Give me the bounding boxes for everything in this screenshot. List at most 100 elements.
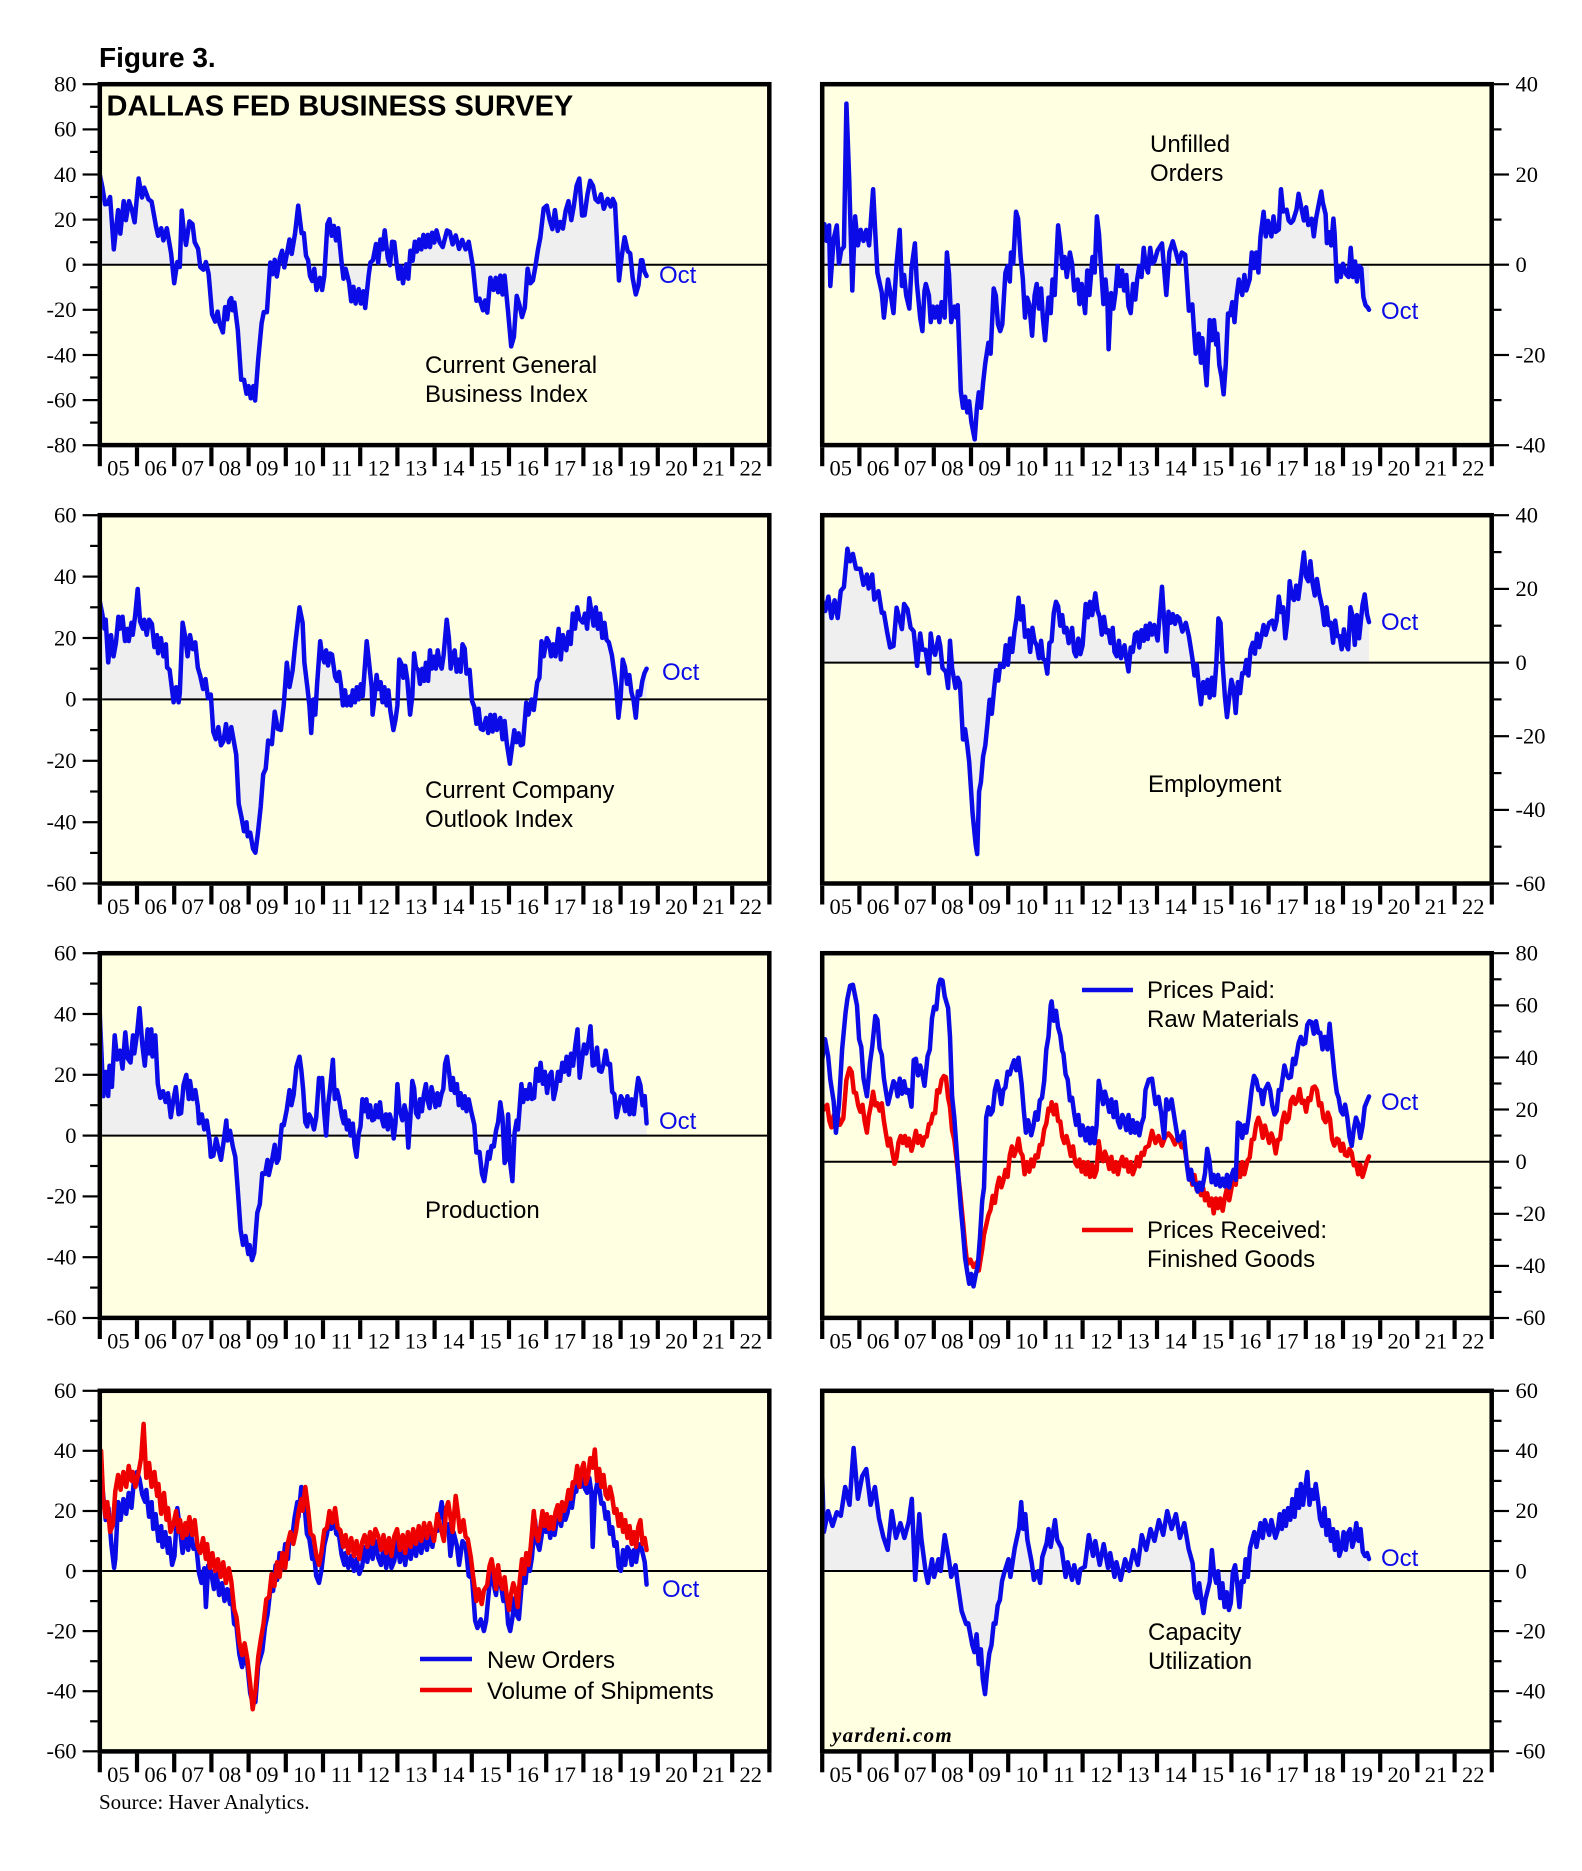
svg-text:12: 12: [1090, 1762, 1113, 1787]
svg-text:21: 21: [1425, 456, 1448, 481]
svg-text:20: 20: [665, 1329, 688, 1354]
svg-text:08: 08: [219, 1762, 242, 1787]
svg-text:-20: -20: [1516, 342, 1546, 367]
svg-text:yardeni.com: yardeni.com: [829, 1723, 953, 1747]
svg-text:17: 17: [554, 456, 577, 481]
svg-text:05: 05: [830, 456, 853, 481]
svg-text:06: 06: [867, 894, 890, 919]
svg-text:21: 21: [702, 1329, 725, 1354]
svg-text:07: 07: [182, 456, 205, 481]
svg-text:19: 19: [628, 1762, 651, 1787]
svg-text:40: 40: [54, 1001, 77, 1026]
svg-text:20: 20: [665, 894, 688, 919]
svg-text:20: 20: [1388, 1762, 1411, 1787]
svg-text:07: 07: [904, 1762, 927, 1787]
svg-text:-40: -40: [1516, 433, 1546, 458]
svg-text:06: 06: [144, 1762, 167, 1787]
svg-text:40: 40: [1516, 1045, 1539, 1070]
svg-text:07: 07: [904, 1329, 927, 1354]
svg-text:-40: -40: [1516, 1253, 1546, 1278]
svg-text:11: 11: [1053, 1329, 1075, 1354]
svg-text:09: 09: [978, 1762, 1001, 1787]
svg-text:07: 07: [182, 1329, 205, 1354]
svg-text:08: 08: [941, 894, 964, 919]
svg-text:20: 20: [1516, 1498, 1539, 1523]
svg-text:-60: -60: [1516, 1305, 1546, 1330]
svg-text:15: 15: [479, 456, 502, 481]
svg-text:17: 17: [1276, 894, 1299, 919]
svg-text:12: 12: [368, 1329, 391, 1354]
svg-text:13: 13: [405, 894, 428, 919]
svg-text:10: 10: [293, 1762, 316, 1787]
svg-text:10: 10: [1016, 1329, 1039, 1354]
svg-text:08: 08: [941, 456, 964, 481]
svg-text:Volume of Shipments: Volume of Shipments: [487, 1678, 714, 1705]
svg-text:DALLAS FED BUSINESS SURVEY: DALLAS FED BUSINESS SURVEY: [107, 91, 574, 123]
svg-text:18: 18: [1313, 894, 1336, 919]
svg-text:Orders: Orders: [1150, 160, 1223, 187]
svg-text:19: 19: [1350, 456, 1373, 481]
svg-text:11: 11: [1053, 1762, 1075, 1787]
svg-text:05: 05: [107, 1762, 130, 1787]
svg-text:22: 22: [1462, 456, 1485, 481]
svg-text:12: 12: [1090, 1329, 1113, 1354]
svg-text:16: 16: [516, 894, 539, 919]
svg-text:12: 12: [368, 456, 391, 481]
svg-text:Figure 3.: Figure 3.: [99, 42, 216, 73]
svg-text:09: 09: [978, 456, 1001, 481]
svg-text:15: 15: [1202, 1329, 1225, 1354]
svg-text:06: 06: [144, 1329, 167, 1354]
svg-text:15: 15: [479, 894, 502, 919]
svg-text:Oct: Oct: [659, 262, 697, 289]
svg-text:18: 18: [1313, 1329, 1336, 1354]
svg-text:21: 21: [1425, 894, 1448, 919]
svg-text:Capacity: Capacity: [1148, 1619, 1241, 1646]
svg-text:09: 09: [256, 1329, 279, 1354]
svg-text:05: 05: [830, 894, 853, 919]
svg-text:-20: -20: [1516, 724, 1546, 749]
svg-text:14: 14: [1164, 456, 1187, 481]
svg-text:20: 20: [1516, 1097, 1539, 1122]
svg-text:07: 07: [904, 456, 927, 481]
svg-text:-40: -40: [47, 1679, 77, 1704]
svg-text:07: 07: [182, 894, 205, 919]
svg-text:16: 16: [1239, 1329, 1262, 1354]
svg-text:60: 60: [54, 941, 77, 966]
svg-text:0: 0: [1516, 1149, 1527, 1174]
svg-text:16: 16: [516, 1762, 539, 1787]
svg-text:Source: Haver Analytics.: Source: Haver Analytics.: [99, 1790, 310, 1814]
svg-text:11: 11: [1053, 456, 1075, 481]
svg-text:Oct: Oct: [662, 1576, 700, 1603]
svg-text:22: 22: [740, 1329, 763, 1354]
svg-text:18: 18: [1313, 1762, 1336, 1787]
svg-text:60: 60: [54, 1378, 77, 1403]
svg-text:Oct: Oct: [1381, 609, 1419, 636]
svg-text:16: 16: [1239, 456, 1262, 481]
svg-text:Oct: Oct: [1381, 1089, 1419, 1116]
svg-text:12: 12: [368, 1762, 391, 1787]
svg-text:-20: -20: [47, 297, 77, 322]
svg-text:Outlook Index: Outlook Index: [425, 806, 573, 833]
svg-text:19: 19: [628, 1329, 651, 1354]
svg-text:15: 15: [1202, 894, 1225, 919]
svg-text:0: 0: [65, 252, 76, 277]
svg-text:18: 18: [591, 894, 614, 919]
svg-text:-40: -40: [1516, 797, 1546, 822]
svg-text:20: 20: [1388, 894, 1411, 919]
svg-text:10: 10: [293, 1329, 316, 1354]
svg-text:21: 21: [1425, 1329, 1448, 1354]
svg-text:-20: -20: [47, 1618, 77, 1643]
svg-text:12: 12: [1090, 456, 1113, 481]
svg-text:40: 40: [1516, 1438, 1539, 1463]
svg-text:21: 21: [702, 894, 725, 919]
svg-text:11: 11: [331, 894, 353, 919]
svg-text:-20: -20: [1516, 1201, 1546, 1226]
svg-text:15: 15: [479, 1762, 502, 1787]
svg-text:40: 40: [54, 1438, 77, 1463]
svg-text:14: 14: [442, 1329, 465, 1354]
svg-text:60: 60: [54, 117, 77, 142]
svg-text:11: 11: [1053, 894, 1075, 919]
svg-text:22: 22: [1462, 1329, 1485, 1354]
svg-text:17: 17: [554, 1762, 577, 1787]
svg-text:Production: Production: [425, 1197, 540, 1224]
